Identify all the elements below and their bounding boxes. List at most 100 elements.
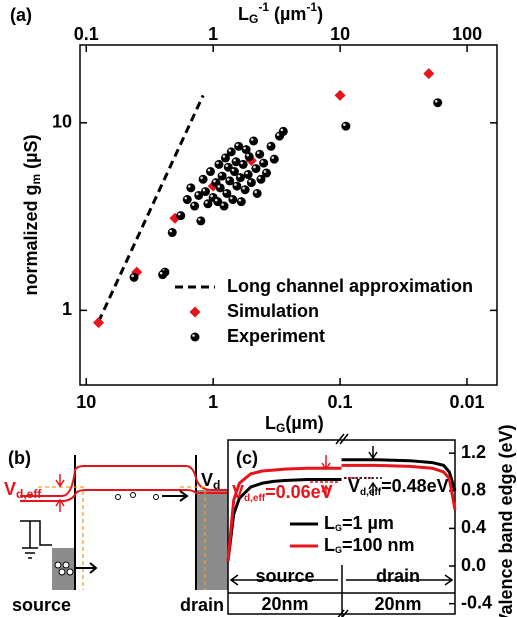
x2-tick-label: 100 xyxy=(452,24,482,44)
marker-highlight xyxy=(231,168,235,172)
y-tick-label: 0.8 xyxy=(461,480,486,500)
marker-highlight xyxy=(200,176,203,180)
circle-marker xyxy=(269,154,279,164)
marker-highlight xyxy=(253,165,256,169)
panel-c-decor xyxy=(228,433,455,617)
marker-highlight xyxy=(237,174,241,178)
label-part: =100 nm xyxy=(342,535,415,555)
vd-arrows xyxy=(368,446,378,496)
marker-highlight xyxy=(207,168,211,172)
region-label: source xyxy=(255,566,314,586)
region-label: drain xyxy=(376,566,420,586)
region-label: 20nm xyxy=(374,594,421,614)
circle-marker xyxy=(214,159,224,169)
circle-marker xyxy=(261,168,271,178)
circle-marker xyxy=(259,158,269,168)
marker-highlight xyxy=(224,190,227,194)
region-label: 20nm xyxy=(261,594,308,614)
marker-highlight xyxy=(195,192,199,196)
panel-label: (b) xyxy=(8,448,31,468)
circle-marker xyxy=(219,201,229,211)
label-part: d,eff xyxy=(16,487,42,501)
line-series xyxy=(226,458,457,562)
marker-highlight xyxy=(228,149,232,152)
circle-marker xyxy=(129,272,139,282)
circle-marker xyxy=(167,228,177,238)
circle-marker xyxy=(255,149,265,159)
marker-highlight xyxy=(243,146,246,150)
marker-highlight xyxy=(254,190,257,194)
diamond-marker xyxy=(93,317,105,329)
y-tick-label: 0.4 xyxy=(461,517,486,537)
marker-highlight xyxy=(263,170,267,173)
marker-highlight xyxy=(238,198,242,202)
circle-marker xyxy=(182,195,192,205)
x-tick-label: 0.01 xyxy=(449,392,484,412)
line-series xyxy=(226,463,457,562)
circle-marker xyxy=(243,170,253,180)
label-part: V xyxy=(232,482,244,502)
marker-highlight xyxy=(240,161,243,165)
label-part: V xyxy=(4,479,16,499)
marker-highlight xyxy=(242,186,245,190)
drain-label: drain xyxy=(180,595,224,615)
y-tick-label: 1.2 xyxy=(461,442,486,462)
circle-marker xyxy=(278,126,288,136)
circle-marker xyxy=(244,152,254,162)
circle-marker xyxy=(200,187,210,197)
x-tick-label: 10 xyxy=(76,392,96,412)
label-part: normalized g xyxy=(21,185,41,296)
circle-marker xyxy=(266,141,276,151)
legend-label: Experiment xyxy=(227,326,325,346)
x2-tick-label: 10 xyxy=(330,24,350,44)
label-part: Valence band edge (eV) xyxy=(496,424,516,617)
marker-highlight xyxy=(271,156,275,159)
circle-marker xyxy=(186,183,196,193)
drain-block xyxy=(196,490,228,590)
contact-line xyxy=(20,520,52,546)
label-part: ) xyxy=(317,4,323,24)
marker-highlight xyxy=(198,218,201,221)
marker-highlight xyxy=(226,178,230,181)
panel-label: (a) xyxy=(10,5,32,25)
x-tick-label: 0.1 xyxy=(328,392,353,412)
span-arrows xyxy=(229,574,454,586)
circle-marker xyxy=(235,173,245,183)
ground xyxy=(22,521,38,559)
y-tick-label: -0.4 xyxy=(461,592,492,612)
plot-frame xyxy=(79,44,498,386)
x-axis-label: LG(µm) xyxy=(265,413,324,435)
marker-highlight xyxy=(202,188,206,192)
panel-label: (c) xyxy=(236,448,258,468)
band-high xyxy=(20,465,228,497)
x2-tick-label: 1 xyxy=(208,24,218,44)
legend-label: LG=1 µm xyxy=(324,513,394,534)
y-axis-label: Valence band edge (eV) xyxy=(496,424,516,617)
circle-marker xyxy=(158,270,168,280)
label-part: -1 xyxy=(258,0,269,14)
marker-highlight xyxy=(210,194,213,198)
label-part: G xyxy=(249,12,258,26)
marker-highlight xyxy=(169,229,173,233)
annotation: Vd,eff=0.48eV xyxy=(348,476,449,498)
marker-highlight xyxy=(276,133,280,136)
y-tick-label: 1 xyxy=(62,299,72,319)
marker-highlight xyxy=(434,99,438,103)
marker-highlight xyxy=(268,143,271,147)
circle-marker xyxy=(176,211,186,221)
arrows xyxy=(75,490,189,574)
y-axis-label: normalized gm (µS) xyxy=(21,134,43,295)
marker-highlight xyxy=(343,123,346,126)
marker-highlight xyxy=(188,185,191,188)
marker-highlight xyxy=(213,179,216,183)
legend-label: Simulation xyxy=(227,301,319,321)
label-part: G xyxy=(276,421,285,435)
vd-eff-arrows xyxy=(55,474,65,512)
circle-marker xyxy=(240,185,250,195)
axis-break xyxy=(335,433,349,617)
circle-marker xyxy=(236,197,246,207)
panel-b: (b) Vd,eff Vd source drain xyxy=(4,448,228,615)
circle-marker xyxy=(251,164,261,174)
label-part: G xyxy=(335,545,342,555)
circle-marker xyxy=(246,178,256,188)
